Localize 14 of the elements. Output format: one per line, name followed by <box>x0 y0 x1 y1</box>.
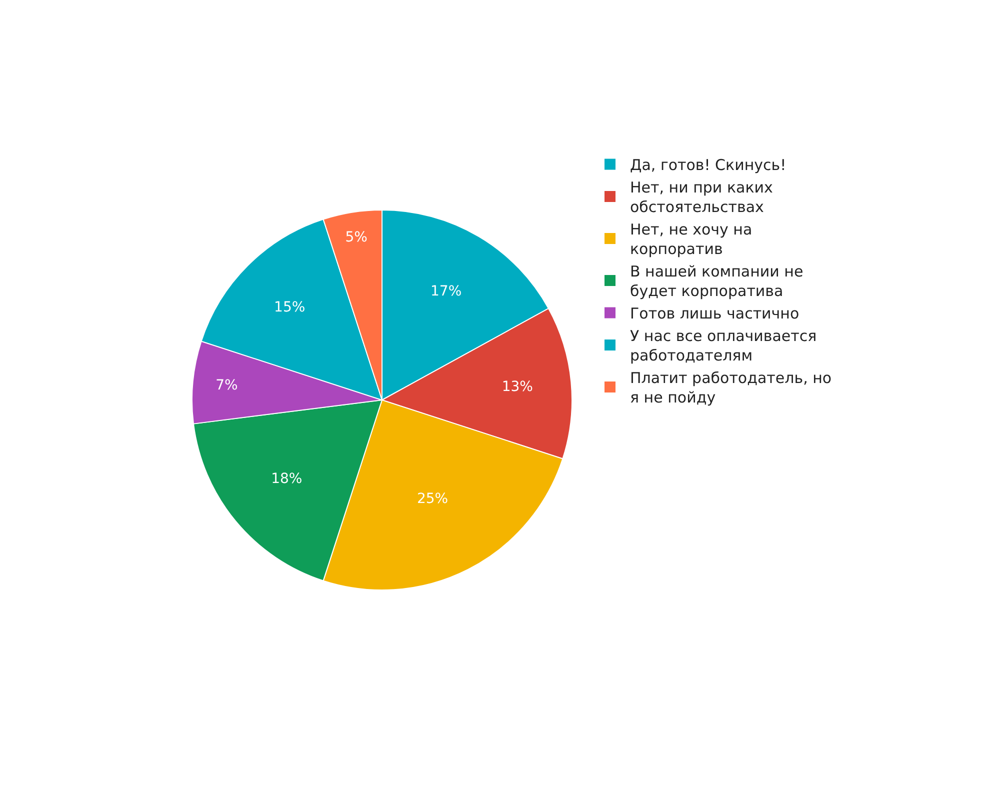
data-label: 18% <box>271 470 302 487</box>
legend-label: Нет, ни при каких обстоятельствах <box>630 178 774 216</box>
legend-label: Нет, не хочу на корпоратив <box>630 220 752 258</box>
data-label: 5% <box>345 230 368 246</box>
legend-label: В нашей компании не будет корпоратива <box>630 262 804 300</box>
data-label: 13% <box>502 379 533 396</box>
data-label: 17% <box>430 284 462 300</box>
legend-label: У нас все оплачивается работодателям <box>630 327 817 365</box>
data-label: 25% <box>416 491 448 508</box>
data-label: 15% <box>274 300 306 316</box>
legend-label: Платит работодатель, но я не пойду <box>630 369 832 407</box>
data-label: 7% <box>216 377 238 394</box>
legend-label: Да, готов! Скинусь! <box>630 156 786 174</box>
legend-label: Готов лишь частично <box>630 304 800 323</box>
